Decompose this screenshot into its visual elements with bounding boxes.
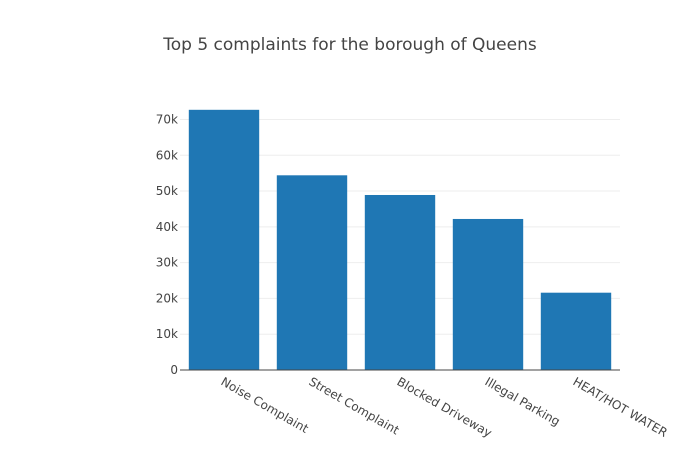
chart-title: Top 5 complaints for the borough of Quee… (162, 35, 537, 55)
x-tick-label: Illegal Parking (483, 374, 563, 428)
x-tick-label: HEAT/HOT WATER (571, 374, 670, 439)
bar (452, 218, 524, 370)
y-tick-label: 70k (156, 112, 178, 126)
y-tick-label: 60k (156, 148, 178, 162)
x-tick-label: Street Complaint (307, 374, 402, 437)
bar (276, 175, 348, 370)
x-tick-label: Noise Complaint (219, 374, 312, 436)
y-tick-label: 50k (156, 184, 178, 198)
y-tick-label: 40k (156, 220, 178, 234)
bar (364, 194, 436, 370)
y-tick-label: 0 (170, 363, 178, 377)
x-tick-label: Blocked Driveway (395, 374, 495, 440)
y-tick-label: 30k (156, 256, 178, 270)
bar (188, 109, 260, 371)
y-tick-label: 10k (156, 327, 178, 341)
bar (540, 292, 612, 370)
y-axis-ticks: 0 10k 20k 30k 40k 50k 60k 70k (156, 112, 178, 377)
bars (188, 109, 612, 371)
y-tick-label: 20k (156, 291, 178, 305)
